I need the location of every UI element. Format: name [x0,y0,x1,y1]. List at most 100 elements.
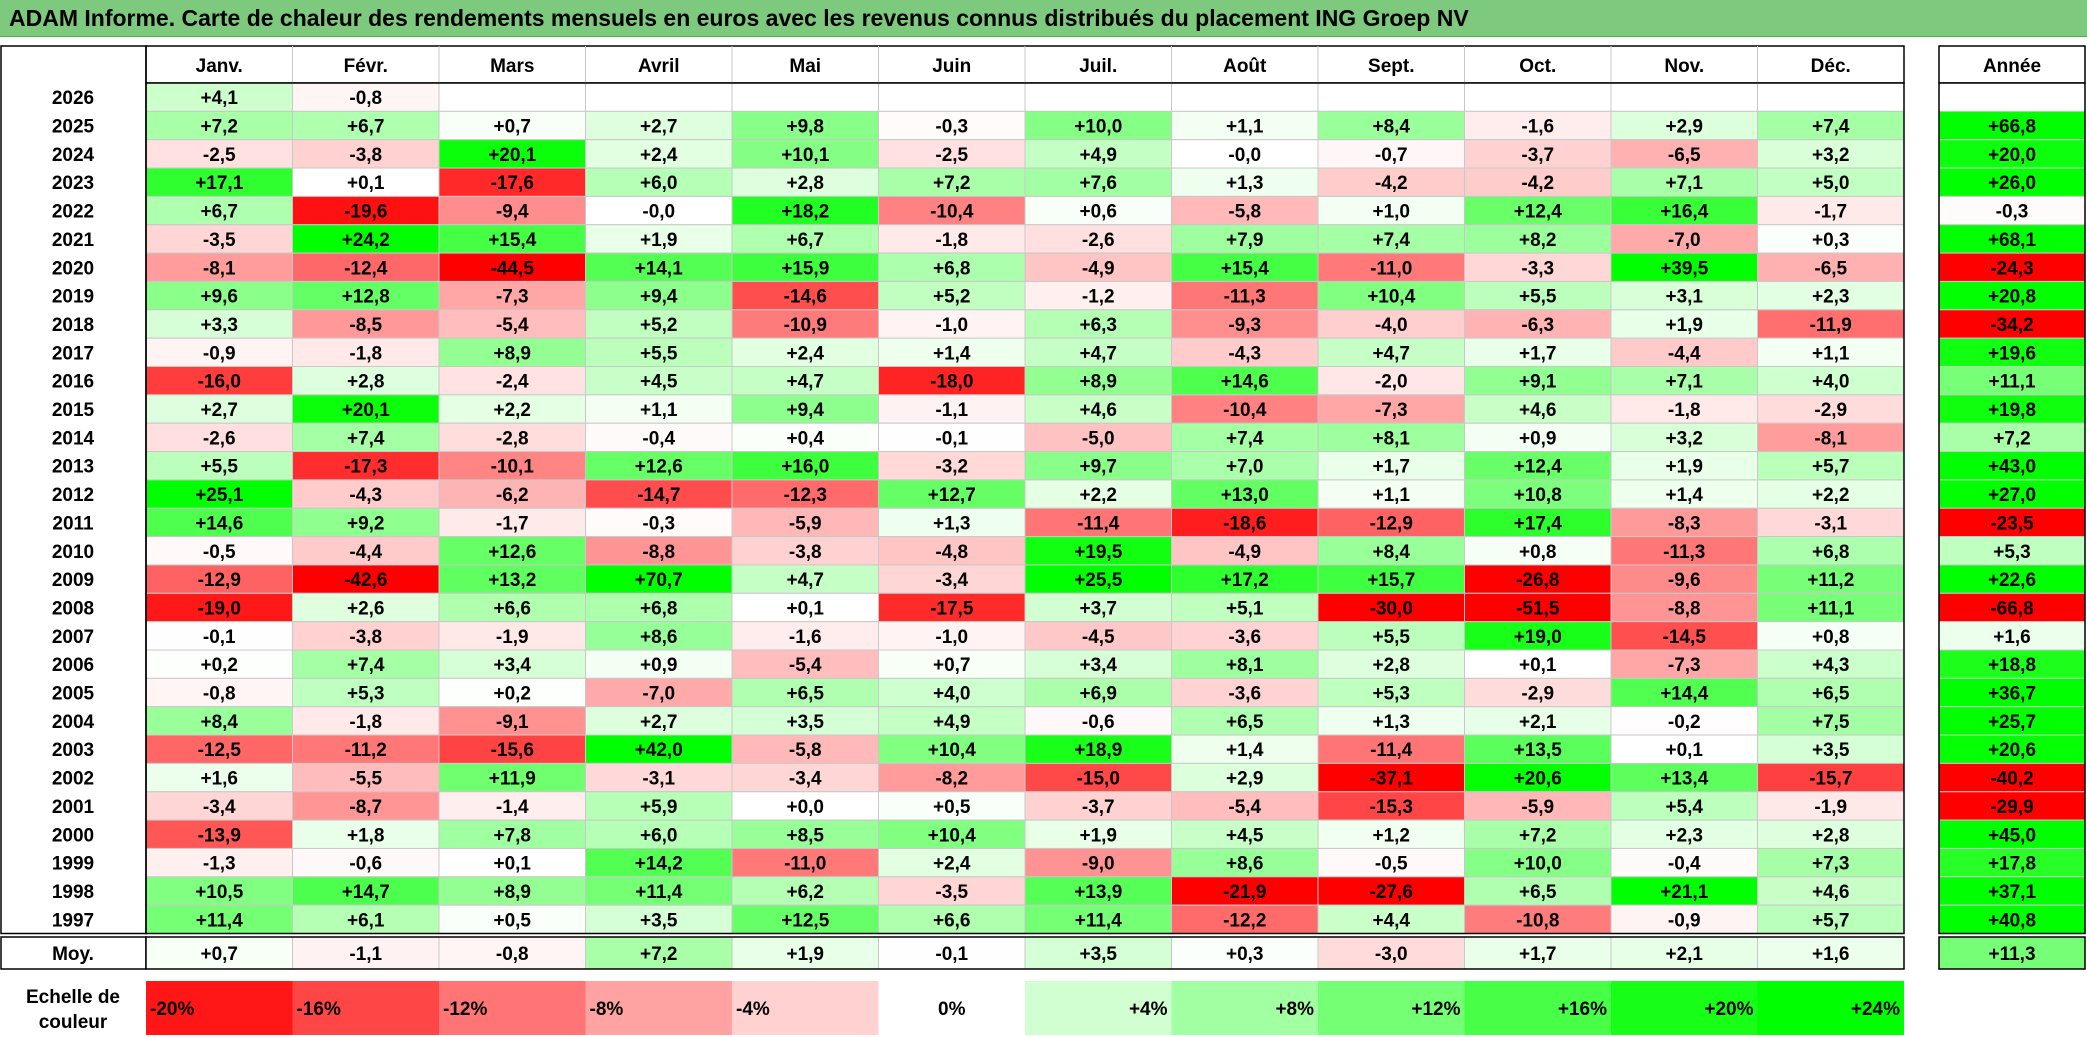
heatmap-cell [1464,876,1612,906]
heatmap-cell [585,422,733,453]
annual-value: -34,2 [1990,315,2033,336]
cell-value: +0,4 [786,428,824,449]
cell-value: +11,1 [1807,598,1854,619]
month-label: Nov. [1664,56,1704,77]
cell-value: +13,0 [1221,485,1269,506]
row-year-label: 2005 [52,684,95,705]
heatmap-cell [731,252,879,282]
row-year-label: 2006 [52,655,94,676]
cell-value: -7,3 [496,287,529,308]
annual-value: +5,3 [1993,542,2031,563]
cell-value: +20,6 [1514,769,1562,790]
average-cell [1464,936,1612,970]
cell-value: -10,9 [784,315,827,336]
cell-value: -3,7 [1521,145,1554,166]
heatmap-cell [1610,819,1758,849]
cell-value: -0,8 [349,88,382,109]
month-label: Avril [638,56,680,77]
cell-value: -4,4 [349,542,382,563]
cell-value: +7,5 [1812,712,1850,733]
cell-value: -2,9 [1814,400,1847,421]
heatmap-cell [438,252,586,282]
cell-value: +4,9 [933,712,971,733]
annual-value: +20,6 [1988,740,2036,761]
heatmap-cell [731,762,879,793]
cell-value: +5,5 [1372,627,1410,648]
annual-value: +20,0 [1988,145,2036,166]
cell-value: +15,9 [781,258,829,279]
row-year-label: 2020 [52,258,94,279]
cell-value: +2,8 [786,173,824,194]
cell-value: +4,0 [1812,372,1850,393]
heatmap-cell [438,280,586,311]
month-label: Févr. [344,56,388,77]
cell-value: +7,4 [347,428,385,449]
cell-value: +14,7 [342,882,390,903]
cell-value: +8,4 [1372,117,1410,138]
heatmap-cell [585,677,733,708]
annual-value: +40,8 [1988,910,2036,931]
cell-value: +8,2 [1519,230,1557,251]
cell-value: -4,9 [1082,258,1115,279]
cell-value: +2,2 [1079,485,1117,506]
cell-value: -3,7 [1082,797,1115,818]
cell-value: +20,1 [488,145,537,166]
cell-value: +7,9 [1226,230,1264,251]
cell-value: -5,8 [1228,202,1261,223]
cell-value: -17,5 [930,598,974,619]
heatmap-cell [585,366,733,396]
heatmap-cell [1024,762,1172,793]
cell-value: -3,8 [789,542,822,563]
heatmap-cell [585,479,733,509]
cell-value: +25,5 [1074,570,1123,591]
cell-value: +8,1 [1226,655,1264,676]
cell-value: +15,4 [1221,258,1270,279]
cell-value: +1,1 [1812,343,1850,364]
cell-value: -51,5 [1516,598,1560,619]
cell-value: +7,6 [1079,173,1117,194]
average-value: +0,7 [200,944,238,965]
average-cell [585,936,733,970]
row-year-label: 2024 [52,145,95,166]
cell-value: +4,6 [1519,400,1557,421]
cell-value: -3,4 [935,570,968,591]
cell-value: -7,3 [1668,655,1701,676]
heatmap-cell [438,649,586,679]
cell-value: +7,4 [1812,117,1850,138]
heatmap-cell [1171,592,1319,623]
heatmap-cell [1464,677,1612,708]
heatmap-cell [1317,422,1465,453]
annual-value: +45,0 [1988,825,2036,846]
heatmap-cell [1317,252,1465,282]
cell-value: -30,0 [1370,598,1413,619]
cell-value: +39,5 [1660,258,1709,279]
scale-step-label: +16% [1558,999,1607,1020]
cell-value: -0,6 [349,854,382,875]
cell-value: -8,7 [349,797,382,818]
heatmap-cell [731,422,879,453]
heatmap-cell [1610,422,1758,453]
heatmap-cell [145,762,293,793]
row-year-label: 1997 [52,910,94,931]
heatmap-cell [731,649,879,679]
cell-value: +9,6 [200,287,238,308]
cell-value: +7,4 [1226,428,1264,449]
heatmap-cell [1024,507,1172,538]
heatmap-cell [1610,110,1758,141]
cell-value: -11,3 [1663,542,1705,563]
cell-value: +24,2 [342,230,390,251]
cell-value: +6,3 [1079,315,1117,336]
heatmap-cell [292,876,440,906]
month-label: Juil. [1079,56,1117,77]
heatmap-cell [1317,847,1465,878]
cell-value: +4,7 [1372,343,1410,364]
cell-value: -12,2 [1223,910,1266,931]
annual-cell [1938,224,2086,254]
cell-value: +8,4 [1372,542,1410,563]
heatmap-cell [878,507,1026,538]
heatmap-cell [1317,309,1465,339]
cell-value: +1,4 [1665,485,1703,506]
scale-swatch [146,981,293,1035]
heatmap-cell [1757,224,1905,254]
heatmap-cell [145,847,293,878]
